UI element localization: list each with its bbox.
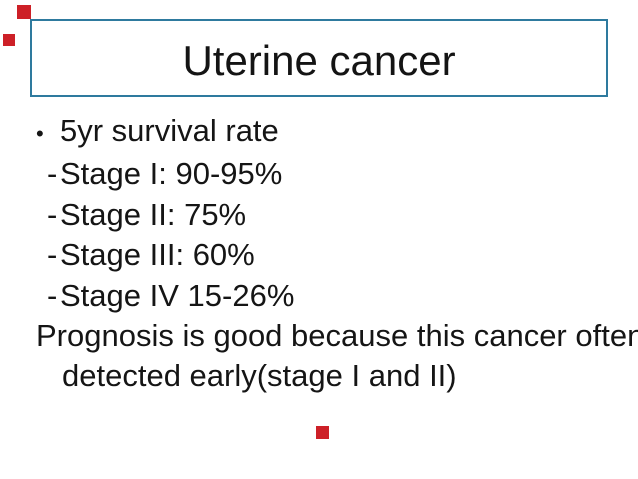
stage-line-2: -Stage II: 75%	[0, 195, 638, 235]
dash-marker: -	[47, 156, 58, 192]
dash-marker: -	[47, 277, 58, 313]
dash-marker: -	[47, 196, 58, 232]
stage-line-3: -Stage III: 60%	[0, 235, 638, 275]
slide-body: • 5yr survival rate -Stage I: 90-95% -Sta…	[0, 111, 638, 397]
prognosis-line-1: Prognosis is good because this cancer of…	[36, 318, 638, 354]
red-artifact-mark	[3, 34, 15, 46]
slide-title: Uterine cancer	[182, 37, 456, 84]
stage-line-text: Stage II: 75%	[60, 196, 247, 232]
slide-title-box: Uterine cancer	[30, 19, 608, 97]
dash-marker: -	[47, 237, 58, 273]
bullet-line-text: 5yr survival rate	[60, 113, 279, 148]
prognosis-line-2: detected early(stage I and II)	[62, 358, 457, 394]
red-artifact-mark	[316, 426, 329, 439]
red-artifact-mark	[17, 5, 31, 19]
bullet-line-survival-rate: • 5yr survival rate	[0, 111, 638, 154]
bullet-marker: •	[36, 121, 44, 146]
stage-line-1: -Stage I: 90-95%	[0, 154, 638, 194]
stage-line-text: Stage III: 60%	[60, 237, 255, 273]
stage-line-4: -Stage IV 15-26%	[0, 276, 638, 316]
stage-line-text: Stage I: 90-95%	[60, 156, 283, 192]
stage-line-text: Stage IV 15-26%	[60, 277, 295, 313]
